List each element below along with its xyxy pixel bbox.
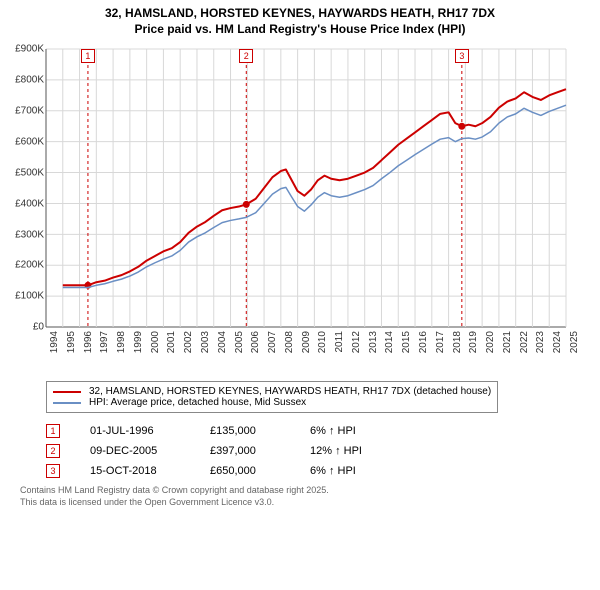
x-axis-label: 2021 (502, 331, 513, 353)
x-axis-label: 2007 (267, 331, 278, 353)
x-axis-label: 2019 (468, 331, 479, 353)
x-axis-label: 2023 (535, 331, 546, 353)
x-axis-label: 2005 (234, 331, 245, 353)
transaction-pct: 12% ↑ HPI (310, 445, 390, 457)
y-axis-label: £100K (15, 291, 44, 302)
x-axis-label: 2003 (200, 331, 211, 353)
y-axis-label: £200K (15, 260, 44, 271)
y-axis-label: £0 (33, 322, 44, 333)
x-axis-label: 2016 (418, 331, 429, 353)
y-axis-label: £300K (15, 229, 44, 240)
chart-marker-badge: 3 (455, 49, 469, 63)
x-axis-label: 1997 (99, 331, 110, 353)
x-axis-label: 2017 (435, 331, 446, 353)
chart-svg (10, 37, 570, 377)
chart-marker-badge: 2 (239, 49, 253, 63)
x-axis-label: 2025 (569, 331, 580, 353)
y-axis-label: £400K (15, 198, 44, 209)
footer: Contains HM Land Registry data © Crown c… (20, 485, 590, 508)
y-axis-label: £500K (15, 167, 44, 178)
x-axis-label: 2013 (368, 331, 379, 353)
y-axis-label: £700K (15, 105, 44, 116)
x-axis-label: 2012 (351, 331, 362, 353)
x-axis-label: 2010 (317, 331, 328, 353)
x-axis-label: 2001 (166, 331, 177, 353)
transaction-price: £397,000 (210, 445, 280, 457)
x-axis-label: 2024 (552, 331, 563, 353)
transaction-row: 1 01-JUL-1996 £135,000 6% ↑ HPI (46, 421, 590, 441)
x-axis-label: 2009 (301, 331, 312, 353)
x-axis-label: 2004 (217, 331, 228, 353)
y-axis-label: £900K (15, 44, 44, 55)
transaction-badge: 2 (46, 444, 60, 458)
transaction-date: 01-JUL-1996 (90, 425, 180, 437)
x-axis-label: 2002 (183, 331, 194, 353)
legend-row: 32, HAMSLAND, HORSTED KEYNES, HAYWARDS H… (53, 386, 491, 397)
transaction-row: 2 09-DEC-2005 £397,000 12% ↑ HPI (46, 441, 590, 461)
page: 32, HAMSLAND, HORSTED KEYNES, HAYWARDS H… (0, 0, 600, 590)
transactions-table: 1 01-JUL-1996 £135,000 6% ↑ HPI 2 09-DEC-2005… (46, 421, 590, 481)
legend-label: HPI: Average price, detached house, Mid … (89, 397, 306, 408)
legend-swatch (53, 402, 81, 404)
transaction-price: £135,000 (210, 425, 280, 437)
x-axis-label: 1999 (133, 331, 144, 353)
transaction-row: 3 15-OCT-2018 £650,000 6% ↑ HPI (46, 461, 590, 481)
x-axis-label: 1998 (116, 331, 127, 353)
y-axis-label: £600K (15, 136, 44, 147)
transaction-badge: 3 (46, 464, 60, 478)
legend-label: 32, HAMSLAND, HORSTED KEYNES, HAYWARDS H… (89, 386, 491, 397)
x-axis-label: 2006 (250, 331, 261, 353)
transaction-pct: 6% ↑ HPI (310, 425, 390, 437)
x-axis-label: 2015 (401, 331, 412, 353)
x-axis-label: 1996 (83, 331, 94, 353)
x-axis-label: 2018 (452, 331, 463, 353)
legend-row: HPI: Average price, detached house, Mid … (53, 397, 491, 408)
series-marker-dot (243, 201, 250, 208)
series-marker-dot (458, 123, 465, 130)
chart-title-1: 32, HAMSLAND, HORSTED KEYNES, HAYWARDS H… (10, 6, 590, 22)
x-axis-label: 1995 (66, 331, 77, 353)
transaction-date: 15-OCT-2018 (90, 465, 180, 477)
x-axis-label: 2020 (485, 331, 496, 353)
chart-marker-badge: 1 (81, 49, 95, 63)
x-axis-label: 1994 (49, 331, 60, 353)
footer-line-1: Contains HM Land Registry data © Crown c… (20, 485, 590, 497)
transaction-pct: 6% ↑ HPI (310, 465, 390, 477)
legend-box: 32, HAMSLAND, HORSTED KEYNES, HAYWARDS H… (46, 381, 498, 413)
transaction-date: 09-DEC-2005 (90, 445, 180, 457)
legend-swatch (53, 391, 81, 393)
chart-title-2: Price paid vs. HM Land Registry's House … (10, 22, 590, 38)
x-axis-label: 2008 (284, 331, 295, 353)
x-axis-label: 2011 (334, 331, 345, 353)
footer-line-2: This data is licensed under the Open Gov… (20, 497, 590, 509)
x-axis-label: 2000 (150, 331, 161, 353)
transaction-price: £650,000 (210, 465, 280, 477)
y-axis-label: £800K (15, 75, 44, 86)
x-axis-label: 2022 (519, 331, 530, 353)
x-axis-label: 2014 (384, 331, 395, 353)
transaction-badge: 1 (46, 424, 60, 438)
chart-area: £0 £100K £200K £300K £400K £500K £600K £700K £80… (10, 37, 570, 377)
